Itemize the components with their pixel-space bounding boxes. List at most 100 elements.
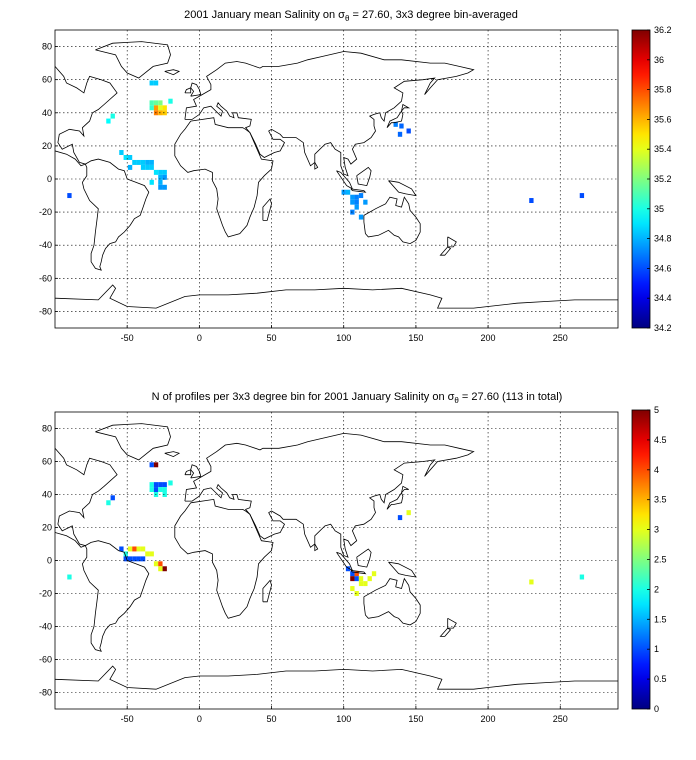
y-tick-label: 60 <box>42 457 52 467</box>
x-tick-label: -50 <box>121 333 134 343</box>
coastline <box>184 87 192 94</box>
coastline <box>363 577 421 626</box>
colorbar-tick-label: 4.5 <box>654 435 667 445</box>
x-tick-label: 50 <box>267 333 277 343</box>
data-bin <box>354 591 359 596</box>
data-bin <box>67 574 72 580</box>
data-bin <box>350 586 355 592</box>
data-bin <box>162 110 167 116</box>
colorbar-tick-label: 34.6 <box>654 263 672 273</box>
colorbar-tick-label: 3.5 <box>654 495 667 505</box>
data-bin <box>145 159 150 165</box>
data-bin <box>358 214 364 220</box>
data-bin <box>158 174 163 180</box>
y-tick-label: -40 <box>39 240 52 250</box>
coastline <box>314 543 319 552</box>
colorbar-tick-label: 35.4 <box>654 144 672 154</box>
data-bin <box>158 561 163 567</box>
x-tick-label: 250 <box>553 714 568 724</box>
data-bin <box>168 480 173 486</box>
data-bin <box>123 551 128 557</box>
data-bin <box>579 193 585 199</box>
data-bin <box>162 566 167 572</box>
data-bin <box>145 164 150 170</box>
coastline <box>95 423 171 461</box>
x-tick-label: 100 <box>336 714 351 724</box>
data-bin <box>123 556 128 562</box>
y-tick-label: 40 <box>42 490 52 500</box>
data-bin <box>162 105 167 111</box>
colorbar-tick-label: 35.6 <box>654 114 672 124</box>
colorbar-tick-label: 36.2 <box>654 25 672 35</box>
colorbar-tick-label: 2.5 <box>654 555 667 565</box>
data-bin <box>106 500 111 506</box>
y-tick-label: 60 <box>42 75 52 85</box>
data-bin <box>149 179 154 185</box>
data-bin <box>140 164 146 170</box>
x-tick-label: 250 <box>553 333 568 343</box>
data-bin <box>153 169 159 175</box>
data-bin <box>153 487 159 493</box>
data-bin <box>162 492 167 497</box>
data-bin <box>132 159 137 165</box>
x-tick-label: 0 <box>197 333 202 343</box>
data-bin <box>350 571 355 577</box>
data-bin <box>136 546 141 552</box>
data-bin <box>529 579 534 585</box>
colorbar-tick-label: 1 <box>654 644 659 654</box>
data-bin <box>106 118 111 124</box>
profile-count-map-chart: N of profiles per 3x3 degree bin for 200… <box>39 391 667 724</box>
y-tick-label: -80 <box>39 306 52 316</box>
data-bin <box>354 204 359 210</box>
data-bin <box>158 566 163 572</box>
x-tick-label: 200 <box>481 714 496 724</box>
data-bin <box>393 121 398 127</box>
data-bin <box>345 189 351 195</box>
coastline <box>184 469 192 476</box>
x-tick-label: 50 <box>267 714 277 724</box>
coastline <box>174 498 274 619</box>
coastline <box>55 284 618 309</box>
x-tick-label: 200 <box>481 333 496 343</box>
data-bin <box>132 546 137 552</box>
coastline <box>95 41 171 79</box>
colorbar-tick-label: 35.2 <box>654 174 672 184</box>
data-bin <box>149 80 154 86</box>
data-bin <box>406 510 411 516</box>
data-bin <box>149 105 154 111</box>
coastline <box>350 188 367 193</box>
x-tick-label: 100 <box>336 333 351 343</box>
data-bin <box>158 100 163 106</box>
coastline <box>356 166 372 187</box>
data-bin <box>149 164 154 170</box>
y-tick-label: 0 <box>47 174 52 184</box>
data-bin <box>149 100 154 106</box>
chart-title: N of profiles per 3x3 degree bin for 200… <box>152 391 563 405</box>
colorbar-tick-label: 1.5 <box>654 614 667 624</box>
data-bin <box>162 174 167 180</box>
colorbar-tick-label: 36 <box>654 55 664 65</box>
colorbar-tick-label: 2 <box>654 584 659 594</box>
coastline <box>174 117 274 238</box>
data-bin <box>140 556 146 562</box>
data-bin <box>153 482 159 488</box>
data-bin <box>145 551 150 557</box>
y-tick-label: -20 <box>39 207 52 217</box>
data-bin <box>350 576 355 582</box>
coastline <box>190 464 202 479</box>
y-tick-label: 0 <box>47 556 52 566</box>
data-bin <box>158 179 163 185</box>
data-bin <box>358 576 364 582</box>
colorbar: 34.2 34.4 34.6 34.8 35 35.2 35.4 35.6 35.8 36 36.2 <box>631 25 672 333</box>
data-bin <box>354 194 359 200</box>
y-tick-label: 80 <box>42 42 52 52</box>
y-tick-label: -40 <box>39 622 52 632</box>
colorbar-tick-label: 34.8 <box>654 234 672 244</box>
data-bin <box>153 561 159 567</box>
data-bin <box>149 551 154 557</box>
y-tick-label: 80 <box>42 424 52 434</box>
data-bin <box>158 482 163 488</box>
colorbar-tick-label: 34.2 <box>654 323 672 333</box>
data-bin <box>140 546 146 552</box>
